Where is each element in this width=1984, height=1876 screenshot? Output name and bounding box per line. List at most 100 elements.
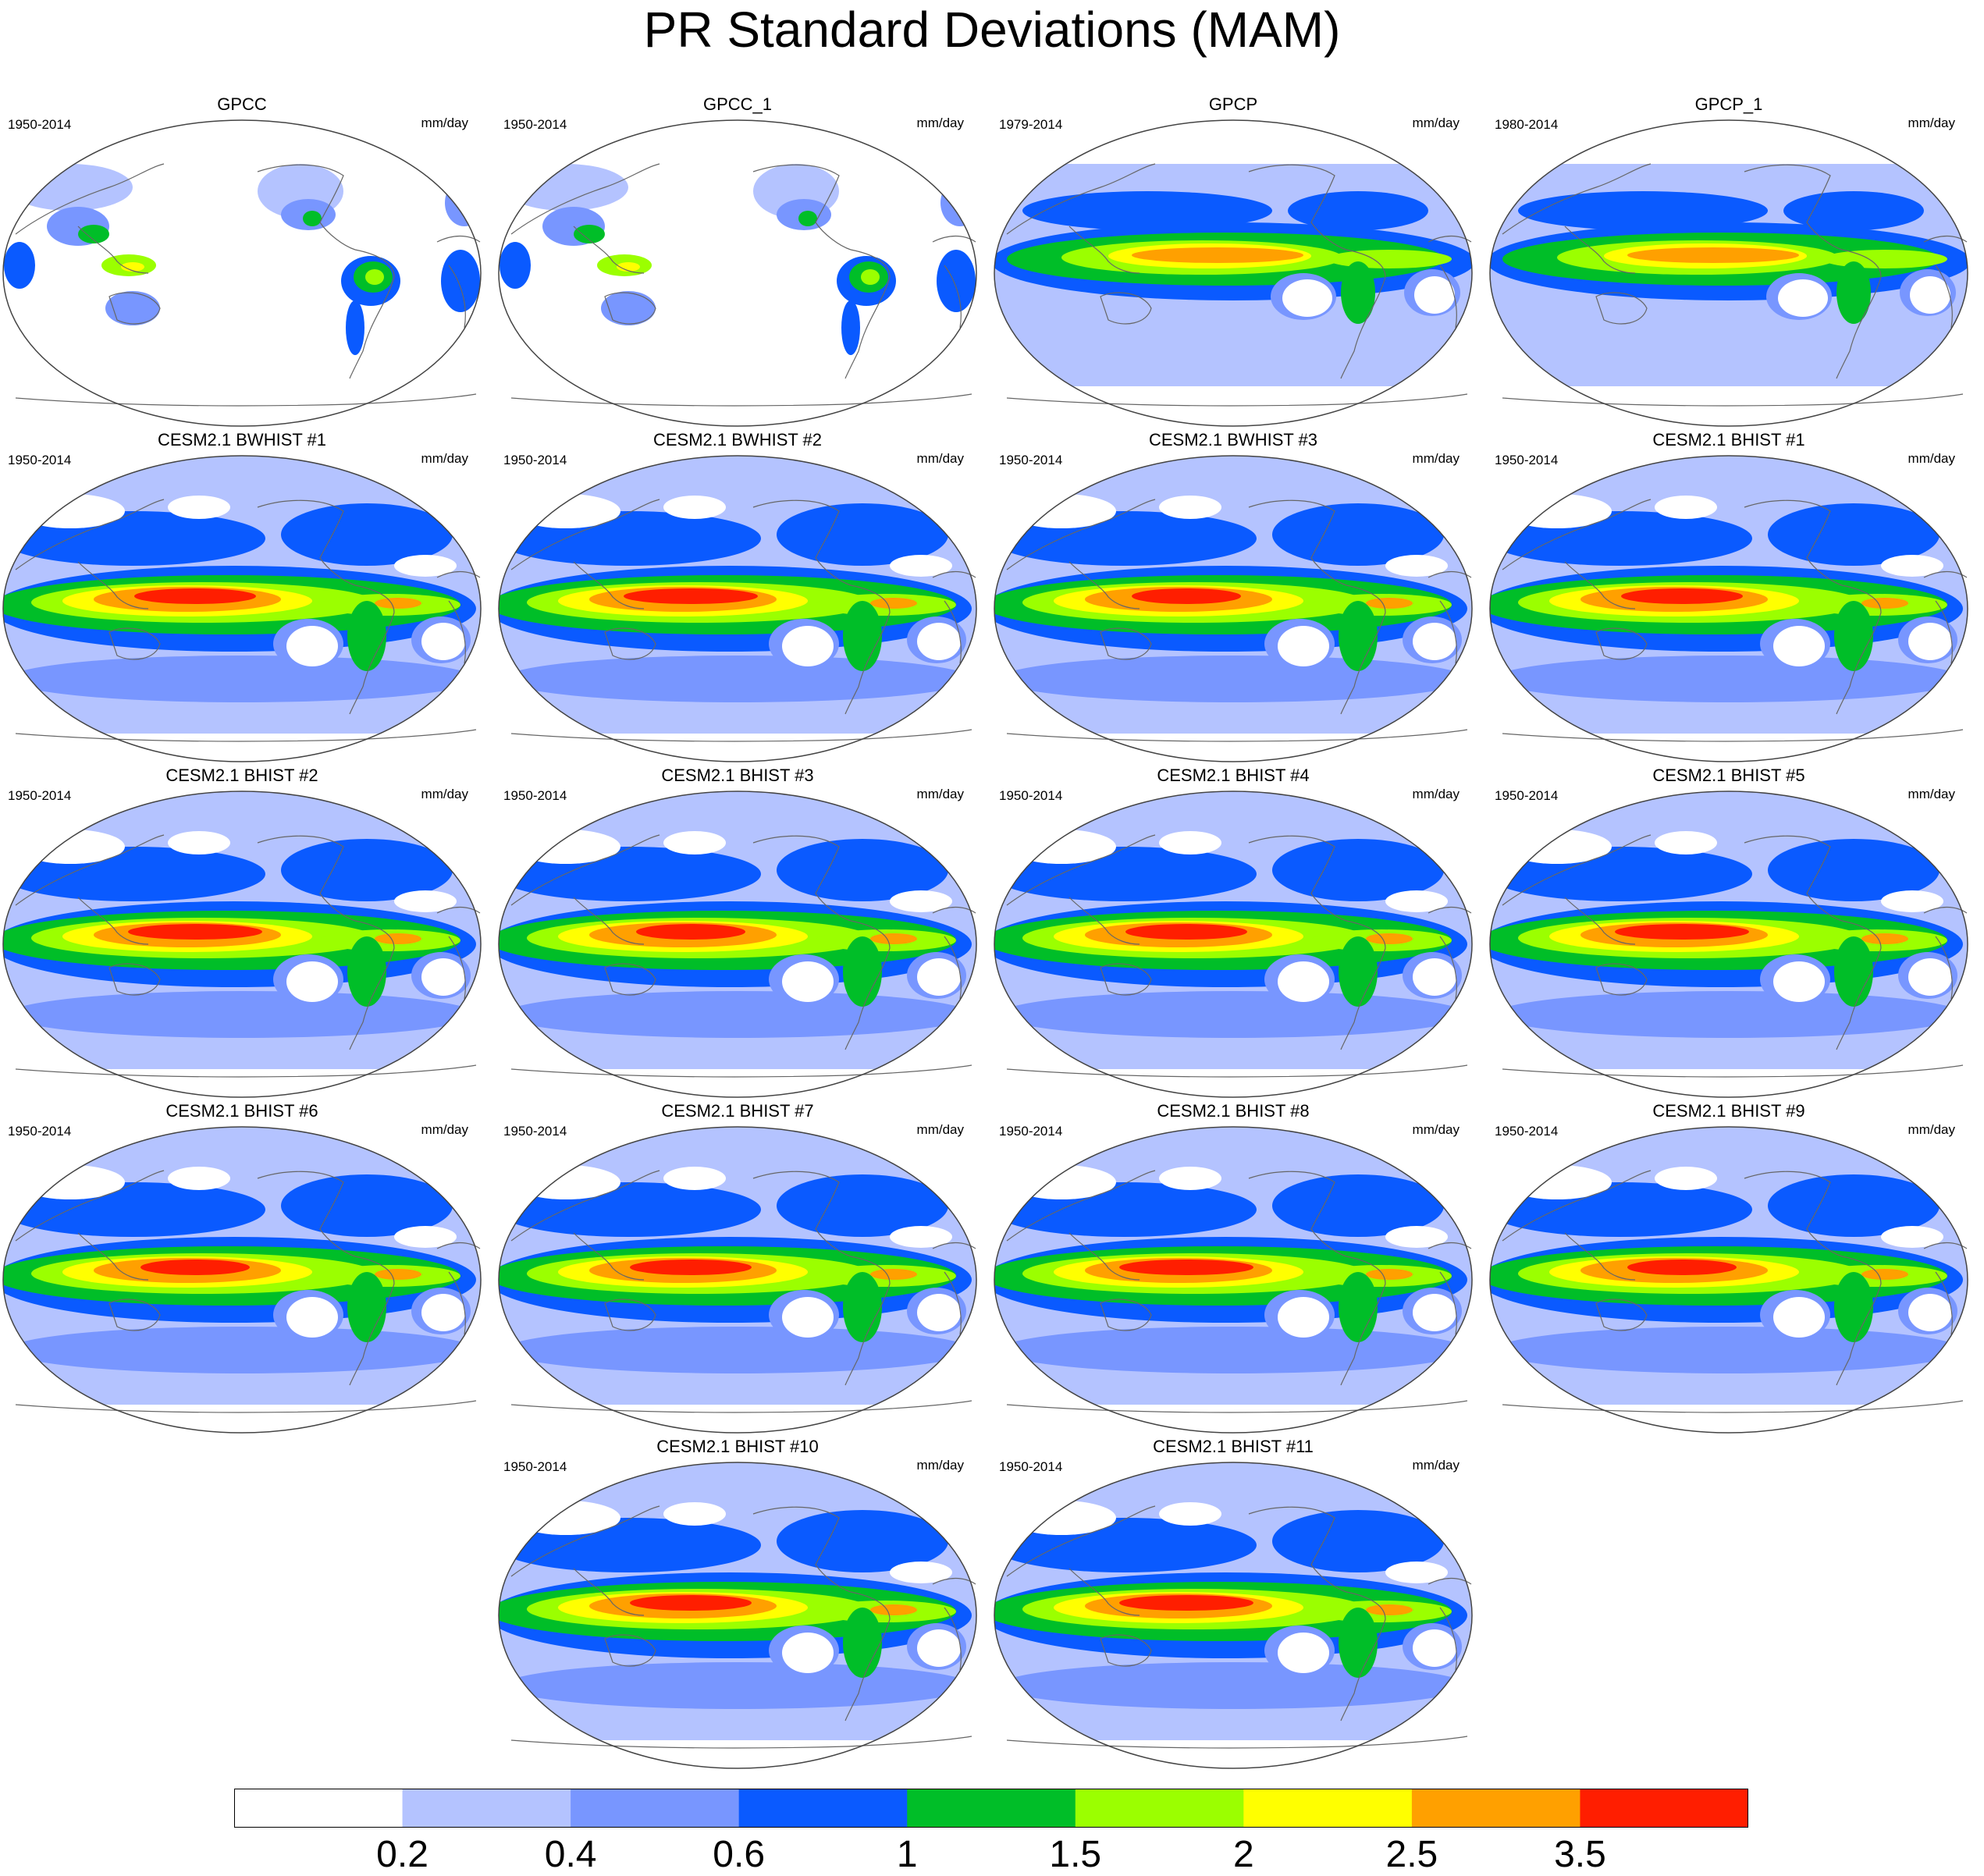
panel-units: mm/day <box>916 1458 964 1473</box>
panel-units: mm/day <box>1412 1458 1460 1473</box>
panel-title: CESM2.1 BWHIST #2 <box>653 430 822 449</box>
panel-title: CESM2.1 BHIST #6 <box>165 1101 318 1121</box>
panel-years: 1950-2014 <box>1495 453 1559 467</box>
world-map <box>994 1126 1473 1434</box>
colorbar-tick-label: 0.4 <box>544 1834 597 1875</box>
panel-title: CESM2.1 BWHIST #1 <box>158 430 326 449</box>
map-panel: CESM2.1 BHIST #2 1950-2014 mm/day <box>0 765 484 1100</box>
panel-years: 1950-2014 <box>999 453 1063 467</box>
colorbar-tick-label: 2 <box>1232 1834 1254 1875</box>
map-panel: CESM2.1 BHIST #4 1950-2014 mm/day <box>991 765 1475 1100</box>
panel-title: GPCC <box>217 94 267 114</box>
colorbar-outline <box>234 1789 1748 1828</box>
panel-years: 1950-2014 <box>1495 1124 1559 1139</box>
colorbar-box <box>1580 1789 1748 1828</box>
world-map <box>498 119 977 427</box>
panel-title: CESM2.1 BWHIST #3 <box>1149 430 1317 449</box>
map-panel: GPCC 1950-2014 mm/day <box>0 94 484 429</box>
colorbar-tick-label: 1.5 <box>1049 1834 1102 1875</box>
panel-years: 1950-2014 <box>503 1124 567 1139</box>
colorbar-tick-label: 1 <box>896 1834 918 1875</box>
panel-units: mm/day <box>1908 115 1955 130</box>
panel-units: mm/day <box>916 451 964 466</box>
panel-title: CESM2.1 BHIST #4 <box>1157 766 1310 785</box>
map-panel: CESM2.1 BHIST #5 1950-2014 mm/day <box>1487 765 1971 1100</box>
panel-title: CESM2.1 BHIST #3 <box>661 766 814 785</box>
panel-title: CESM2.1 BHIST #1 <box>1652 430 1805 449</box>
map-panel: CESM2.1 BWHIST #3 1950-2014 mm/day <box>991 429 1475 765</box>
colorbar-box <box>1411 1789 1580 1828</box>
panel-title: CESM2.1 BHIST #2 <box>165 766 318 785</box>
panel-years: 1950-2014 <box>999 1459 1063 1474</box>
panel-years: 1950-2014 <box>8 117 72 132</box>
map-panel: CESM2.1 BHIST #1 1950-2014 mm/day <box>1487 429 1971 765</box>
panel-title: CESM2.1 BHIST #9 <box>1652 1101 1805 1121</box>
colorbar-box <box>234 1789 404 1828</box>
panel-years: 1950-2014 <box>8 453 72 467</box>
panel-title: GPCP <box>1208 94 1258 114</box>
panel-years: 1950-2014 <box>1495 788 1559 803</box>
map-panel: CESM2.1 BHIST #6 1950-2014 mm/day <box>0 1100 484 1436</box>
world-map <box>1489 1126 1968 1434</box>
panel-units: mm/day <box>1908 451 1955 466</box>
map-panel: GPCC_1 1950-2014 mm/day <box>496 94 980 429</box>
map-panel: CESM2.1 BHIST #9 1950-2014 mm/day <box>1487 1100 1971 1436</box>
panel-units: mm/day <box>916 115 964 130</box>
world-map <box>2 791 482 1098</box>
panel-years: 1950-2014 <box>503 1459 567 1474</box>
panel-title: CESM2.1 BHIST #11 <box>1153 1437 1314 1456</box>
world-map <box>994 455 1473 762</box>
world-map <box>2 1126 482 1434</box>
world-map <box>1489 791 1968 1098</box>
panel-units: mm/day <box>1908 1122 1955 1137</box>
panel-title: CESM2.1 BHIST #7 <box>661 1101 814 1121</box>
panel-years: 1950-2014 <box>8 788 72 803</box>
panel-title: GPCC_1 <box>702 94 773 114</box>
panel-units: mm/day <box>1412 115 1460 130</box>
map-panel: CESM2.1 BHIST #7 1950-2014 mm/day <box>496 1100 980 1436</box>
panel-title: CESM2.1 BHIST #10 <box>656 1437 819 1456</box>
colorbar-box <box>738 1789 908 1828</box>
world-map <box>1489 455 1968 762</box>
panel-title: CESM2.1 BHIST #8 <box>1157 1101 1310 1121</box>
panel-title: GPCP_1 <box>1694 94 1763 114</box>
colorbar-box <box>1075 1789 1244 1828</box>
colorbar-tick-label: 2.5 <box>1385 1834 1438 1875</box>
panel-units: mm/day <box>1412 1122 1460 1137</box>
world-map <box>994 119 1473 427</box>
panel-units: mm/day <box>421 787 468 801</box>
panel-title: CESM2.1 BHIST #5 <box>1652 766 1805 785</box>
world-map <box>498 1462 977 1769</box>
map-panel: CESM2.1 BHIST #3 1950-2014 mm/day <box>496 765 980 1100</box>
world-map <box>1489 119 1968 427</box>
colorbar-box <box>571 1789 740 1828</box>
world-map <box>994 1462 1473 1769</box>
map-panel: CESM2.1 BWHIST #2 1950-2014 mm/day <box>496 429 980 765</box>
map-panel: GPCP 1979-2014 mm/day <box>991 94 1475 429</box>
panel-years: 1950-2014 <box>503 453 567 467</box>
colorbar-box <box>402 1789 571 1828</box>
colorbar <box>234 1789 1748 1828</box>
map-panel: CESM2.1 BWHIST #1 1950-2014 mm/day <box>0 429 484 765</box>
colorbar-tick-label: 3.5 <box>1554 1834 1606 1875</box>
panel-years: 1979-2014 <box>999 117 1063 132</box>
panel-units: mm/day <box>421 451 468 466</box>
panel-units: mm/day <box>1908 787 1955 801</box>
panel-years: 1950-2014 <box>999 1124 1063 1139</box>
panel-units: mm/day <box>1412 451 1460 466</box>
panel-years: 1980-2014 <box>1495 117 1559 132</box>
panel-units: mm/day <box>421 1122 468 1137</box>
map-panel: CESM2.1 BHIST #10 1950-2014 mm/day <box>496 1436 980 1771</box>
world-map <box>498 791 977 1098</box>
map-panel: CESM2.1 BHIST #11 1950-2014 mm/day <box>991 1436 1475 1771</box>
map-panel: GPCP_1 1980-2014 mm/day <box>1487 94 1971 429</box>
world-map <box>994 791 1473 1098</box>
colorbar-box <box>907 1789 1076 1828</box>
panel-years: 1950-2014 <box>8 1124 72 1139</box>
world-map <box>2 119 482 427</box>
panel-units: mm/day <box>916 787 964 801</box>
map-panel: CESM2.1 BHIST #8 1950-2014 mm/day <box>991 1100 1475 1436</box>
figure-title: PR Standard Deviations (MAM) <box>643 2 1341 58</box>
world-map <box>498 455 977 762</box>
colorbar-box <box>1243 1789 1413 1828</box>
